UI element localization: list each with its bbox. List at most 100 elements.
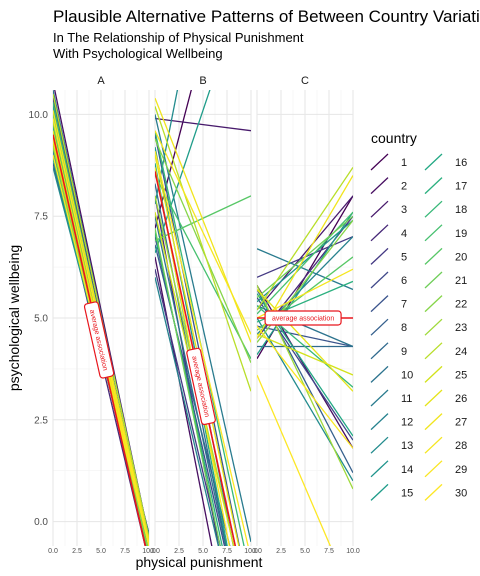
legend-item: 11 [370,389,412,407]
series-line-country-11 [257,248,353,291]
legend-label: 12 [401,417,413,429]
y-tick-label: 7.5 [34,212,48,223]
legend-key [424,436,443,454]
series-line-country-11 [155,114,251,543]
x-tick-labels: 0.0 2.5 5.0 7.5 10.0 [150,548,258,555]
x-tick-label: 0.0 [48,548,58,555]
legend-label: 25 [455,369,467,381]
legend-key [370,342,389,360]
series-line-country-30 [155,150,249,546]
legend-key [370,177,389,195]
legend-label: 2 [401,181,407,193]
legend-item: 29 [424,460,467,478]
legend-label: 16 [455,157,467,169]
legend-label: 20 [455,251,467,263]
legend-label: 6 [401,275,407,287]
legend-item: 17 [424,177,467,195]
series-line-country-5 [155,268,221,546]
x-tick-label: 7.5 [324,548,334,555]
series-line-country-24 [155,106,251,392]
legend-label: 24 [455,346,467,358]
x-tick-label: 2.5 [276,548,286,555]
x-tick-label: 10.0 [142,548,156,555]
series-line-country-19 [155,175,251,360]
x-tick-label: 2.5 [72,548,82,555]
series-line-country-29 [257,325,353,449]
legend-item: 30 [424,483,467,501]
annotation-box [83,301,115,379]
x-tick-label: 0.0 [150,548,160,555]
legend-label: 9 [401,346,407,358]
x-tick-labels: 0.0 2.5 5.0 7.5 10.0 [252,548,360,555]
legend-item: 10 [370,365,413,383]
legend-item: 15 [370,483,413,501]
legend-label: 8 [401,322,407,334]
legend-key [370,389,389,407]
y-tick-label: 0.0 [34,517,48,528]
series-line-country-14 [257,219,353,303]
legend-key [370,200,389,218]
x-tick-label: 2.5 [174,548,184,555]
facet-label: B [199,75,206,87]
series-line-country-30 [257,374,332,546]
legend-key [370,318,389,336]
x-tick-label: 7.5 [120,548,130,555]
legend-key [424,318,443,336]
legend-label: 19 [455,228,467,240]
legend-label: 5 [401,251,407,263]
legend-key [424,342,443,360]
legend-label: 3 [401,204,407,216]
legend-label: 1 [401,157,407,169]
x-axis-label: physical punishment [136,554,263,570]
legend-key [424,365,443,383]
legend-key [424,271,443,289]
legend-key [424,224,443,242]
legend-item: 8 [370,318,407,336]
legend-item: 24 [424,342,467,360]
legend-label: 11 [401,393,412,405]
legend-key [370,436,389,454]
x-tick-label: 5.0 [198,548,208,555]
series-line-country-21 [155,228,221,546]
annotation-text: average association [272,316,334,323]
legend-key [424,153,443,171]
legend-key [370,460,389,478]
x-tick-label: 5.0 [96,548,106,555]
legend-key [424,413,443,431]
legend-item: 20 [424,247,467,265]
legend-item: 7 [370,295,407,313]
legend-item: 21 [424,271,467,289]
series-line-country-13 [155,90,179,205]
legend-item: 26 [424,389,467,407]
legend-label: 13 [401,440,413,452]
x-tick-label: 7.5 [222,548,232,555]
x-tick-label: 10.0 [244,548,258,555]
x-tick-label: 10.0 [346,548,360,555]
legend-key [370,295,389,313]
series-line-country-26 [257,289,353,392]
facet-label: A [97,75,105,87]
y-tick-label: 10.0 [29,110,49,121]
legend-item: 23 [424,318,467,336]
legend-label: 14 [401,464,413,476]
legend-label: 23 [455,322,467,334]
legend-item: 28 [424,436,467,454]
chart-title: Plausible Alternative Patterns of Betwee… [53,7,480,26]
series-line-country-1 [155,90,192,229]
legend-item: 9 [370,342,407,360]
legend-key [370,483,389,501]
legend-item: 19 [424,224,467,242]
legend-item: 6 [370,271,407,289]
legend-key [424,389,443,407]
legend-item: 2 [370,177,407,195]
legend-label: 18 [455,204,467,216]
average-association-label: average association [264,310,342,326]
legend-key [424,295,443,313]
series-line-country-12 [155,277,220,546]
legend-key [370,224,389,242]
